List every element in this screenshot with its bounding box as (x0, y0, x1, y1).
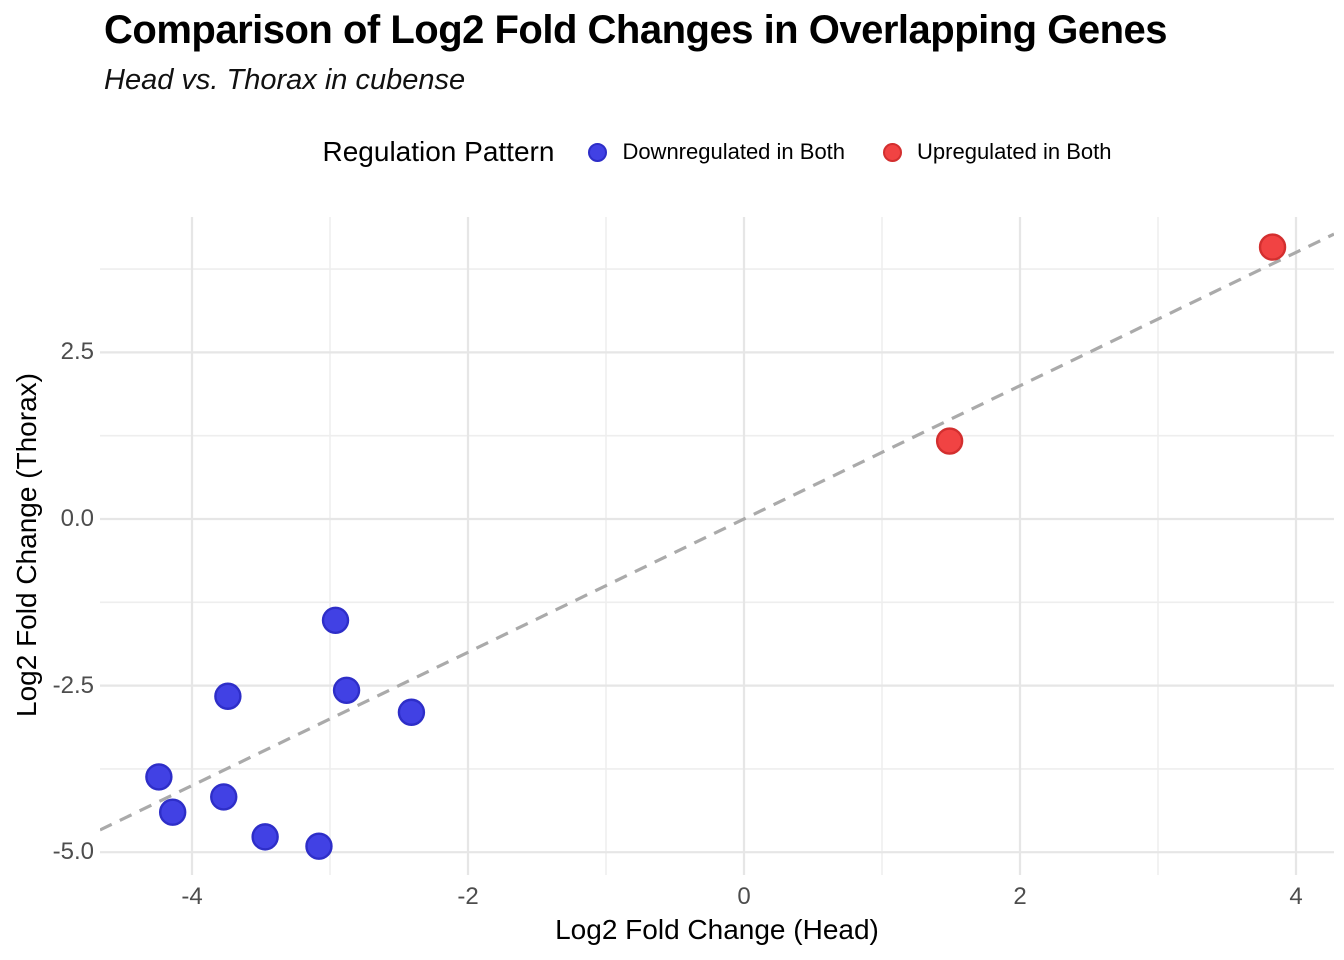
legend: Regulation Pattern Downregulated in Both… (100, 128, 1334, 176)
identity-reference-line (99, 232, 1335, 832)
x-tick-label: -4 (181, 883, 203, 910)
scatter-point (251, 823, 279, 851)
scatter-point (321, 606, 350, 634)
legend-item-upregulated: Upregulated in Both (883, 139, 1112, 165)
y-tick-label: 2.5 (60, 338, 94, 366)
red-point-icon (883, 142, 903, 162)
x-tick-label: 4 (1289, 883, 1303, 910)
y-axis-title: Log2 Fold Change (Thorax) (11, 373, 42, 717)
scatter-point (935, 427, 964, 455)
scatter-plot-canvas (99, 217, 1335, 875)
scatter-point (332, 676, 361, 704)
legend-label-upregulated: Upregulated in Both (917, 139, 1112, 164)
x-tick-label: 0 (737, 883, 751, 910)
scatter-point (397, 698, 426, 726)
legend-item-downregulated: Downregulated in Both (588, 139, 845, 165)
scatter-point (210, 783, 238, 811)
scatter-point (1258, 233, 1287, 261)
plot-panel (99, 217, 1335, 875)
y-tick-label: 0.0 (60, 505, 94, 532)
x-tick-label: -2 (457, 883, 479, 910)
scatter-point (214, 682, 242, 710)
x-tick-label: 2 (1013, 883, 1027, 910)
legend-title: Regulation Pattern (322, 136, 555, 167)
scatter-point (158, 798, 187, 826)
y-tick-label: -2.5 (52, 671, 94, 699)
scatter-point (305, 832, 333, 860)
blue-point-icon (588, 142, 608, 162)
chart-title: Comparison of Log2 Fold Changes in Overl… (104, 8, 1168, 52)
legend-label-downregulated: Downregulated in Both (622, 139, 846, 164)
y-tick-label: -5.0 (52, 838, 94, 866)
scatter-point (145, 763, 173, 791)
chart-subtitle: Head vs. Thorax in cubense (104, 64, 466, 96)
x-axis-title: Log2 Fold Change (Head) (555, 914, 879, 945)
